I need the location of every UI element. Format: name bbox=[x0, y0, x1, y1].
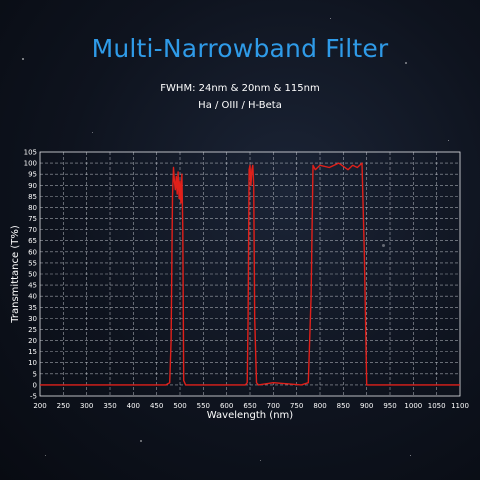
fwhm-subtitle: FWHM: 24nm & 20nm & 115nm bbox=[160, 83, 320, 94]
grid bbox=[40, 152, 460, 396]
y-tick-label: 30 bbox=[28, 315, 37, 323]
x-tick-label: 350 bbox=[103, 402, 116, 410]
star bbox=[405, 62, 407, 64]
y-tick-label: 85 bbox=[28, 193, 37, 201]
y-tick-label: 90 bbox=[28, 182, 37, 190]
y-tick-label: 10 bbox=[28, 359, 37, 367]
x-tick-label: 800 bbox=[313, 402, 326, 410]
x-tick-label: 900 bbox=[360, 402, 373, 410]
y-tick-label: 25 bbox=[28, 326, 37, 334]
x-tick-label: 300 bbox=[80, 402, 93, 410]
y-tick-label: 60 bbox=[28, 248, 37, 256]
y-tick-label: 80 bbox=[28, 204, 37, 212]
y-tick-label: 45 bbox=[28, 282, 37, 290]
y-tick-label: 50 bbox=[28, 271, 37, 279]
axes bbox=[39, 151, 461, 397]
star bbox=[330, 18, 331, 19]
y-tick-label: 55 bbox=[28, 259, 37, 267]
star bbox=[45, 455, 46, 456]
bands-subtitle: Ha / OIII / H-Beta bbox=[198, 100, 282, 111]
y-tick-label: -5 bbox=[30, 393, 37, 401]
y-tick-label: 105 bbox=[24, 149, 37, 157]
x-tick-label: 250 bbox=[57, 402, 70, 410]
x-axis-label: Wavelength (nm) bbox=[207, 410, 293, 421]
x-tick-label: 850 bbox=[337, 402, 350, 410]
star bbox=[410, 455, 411, 456]
x-tick-label: 500 bbox=[173, 402, 186, 410]
y-tick-label: 70 bbox=[28, 226, 37, 234]
y-tick-label: 35 bbox=[28, 304, 37, 312]
x-tick-label: 450 bbox=[150, 402, 163, 410]
y-axis-label: Transmittance (T%) bbox=[10, 225, 21, 324]
transmittance-curve bbox=[40, 162, 460, 386]
x-tick-label: 1000 bbox=[404, 402, 422, 410]
y-tick-label: 0 bbox=[33, 381, 37, 389]
y-tick-label: 40 bbox=[28, 293, 37, 301]
y-tick-label: 75 bbox=[28, 215, 37, 223]
x-tick-label: 950 bbox=[383, 402, 396, 410]
y-tick-label: 15 bbox=[28, 348, 37, 356]
x-tick-label: 700 bbox=[267, 402, 280, 410]
star bbox=[260, 460, 261, 461]
x-tick-label: 1050 bbox=[428, 402, 446, 410]
star bbox=[22, 58, 24, 60]
star bbox=[382, 244, 385, 247]
y-tick-label: 5 bbox=[33, 370, 37, 378]
x-tick-label: 650 bbox=[243, 402, 256, 410]
x-tick-label: 200 bbox=[33, 402, 46, 410]
page-title: Multi-Narrowband Filter bbox=[91, 34, 389, 63]
y-tick-label: 100 bbox=[24, 160, 37, 168]
y-tick-label: 20 bbox=[28, 337, 37, 345]
star bbox=[140, 440, 142, 442]
star bbox=[92, 132, 93, 133]
x-tick-label: 400 bbox=[127, 402, 140, 410]
plot-frame bbox=[39, 151, 461, 397]
x-tick-label: 750 bbox=[290, 402, 303, 410]
tick-labels: 200 250 300 350 400 450 500 550 600 650 700 750 800 8… bbox=[24, 149, 469, 411]
x-tick-label: 550 bbox=[197, 402, 210, 410]
y-tick-label: 65 bbox=[28, 237, 37, 245]
series-layer bbox=[40, 162, 460, 386]
star bbox=[448, 140, 449, 141]
y-tick-label: 95 bbox=[28, 171, 37, 179]
x-tick-label: 1100 bbox=[451, 402, 469, 410]
x-tick-label: 600 bbox=[220, 402, 233, 410]
